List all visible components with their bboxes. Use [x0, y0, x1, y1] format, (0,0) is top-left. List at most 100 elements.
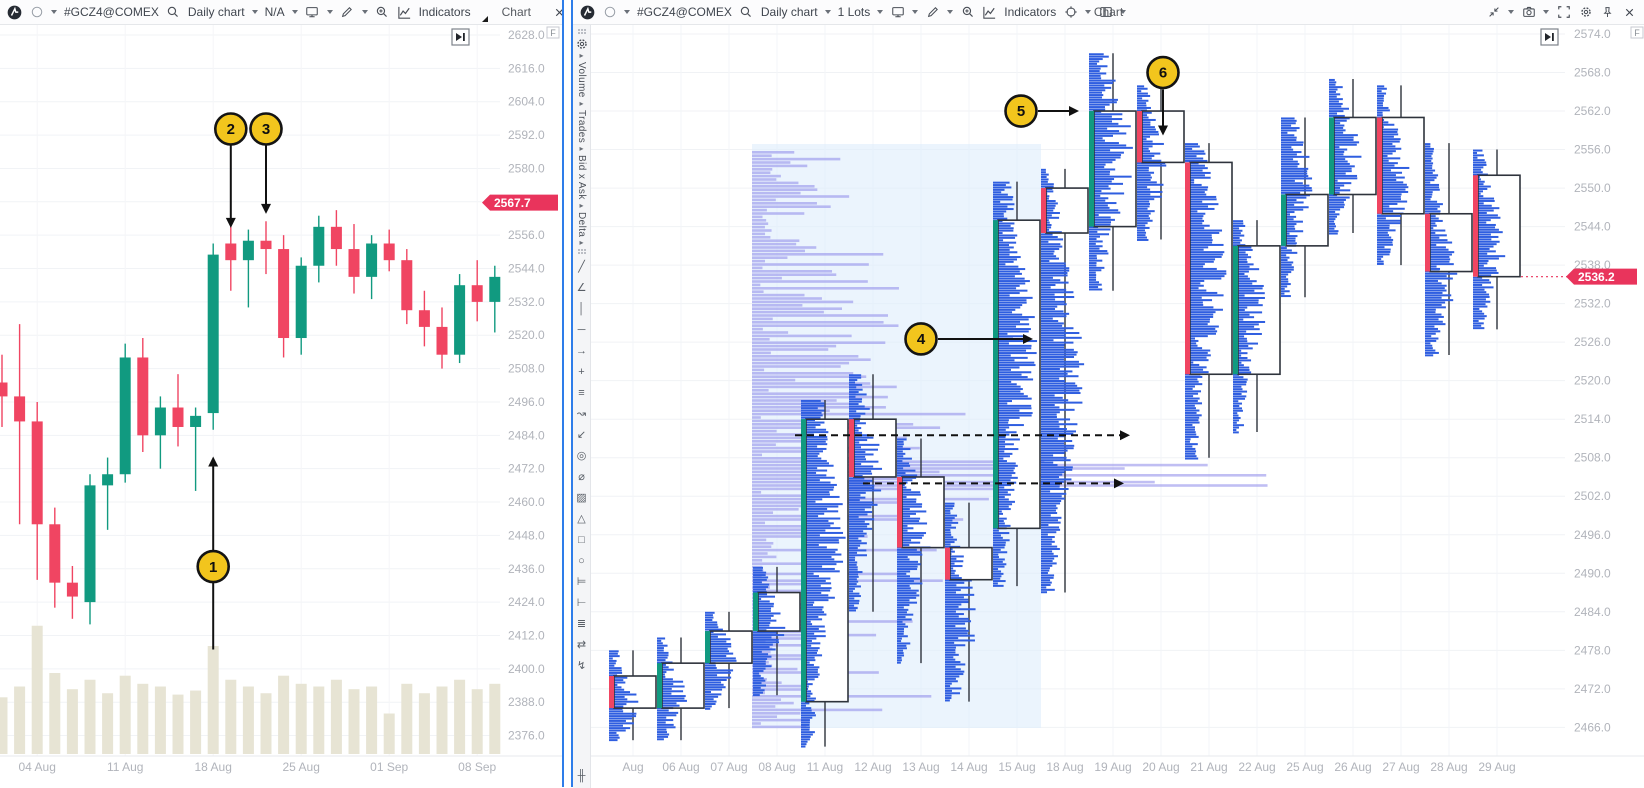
chart-line-icon[interactable]: [396, 4, 413, 21]
time-marker-tool[interactable]: ╫: [577, 769, 586, 782]
profile-tab-delta[interactable]: Delta: [576, 211, 587, 238]
arrow-corner-tool[interactable]: ↙: [576, 429, 587, 442]
caret-down-icon[interactable]: [624, 10, 630, 14]
annotation-3[interactable]: 3: [249, 112, 283, 214]
annotation-6[interactable]: 6: [1146, 55, 1180, 136]
brush-tool[interactable]: ⌀: [578, 471, 585, 484]
caret-down-icon[interactable]: [51, 10, 57, 14]
dashed-arrow-1[interactable]: [795, 430, 1130, 441]
gear-icon[interactable]: [574, 36, 590, 52]
caret-down-icon[interactable]: [877, 10, 884, 14]
atas-logo[interactable]: [579, 4, 596, 21]
zoom-in-icon[interactable]: [374, 4, 391, 21]
timeframe-label[interactable]: Daily chart: [760, 5, 818, 19]
caret-down-icon[interactable]: [947, 10, 954, 14]
ruler-left-tool[interactable]: ⊨: [576, 576, 587, 589]
search-icon[interactable]: [165, 4, 182, 21]
symbol-label[interactable]: #GCZ4@COMEX: [637, 5, 732, 19]
caret-right-icon[interactable]: ▸: [579, 200, 584, 210]
caret-down-icon[interactable]: [1543, 10, 1549, 14]
ruler-right-tool[interactable]: ⊢: [576, 597, 587, 610]
horizontal-line-tool[interactable]: ─: [577, 323, 586, 336]
arrow-tool[interactable]: →: [576, 344, 587, 357]
indicators-label[interactable]: Indicators: [1004, 5, 1057, 19]
search-icon[interactable]: [738, 4, 755, 21]
zoom-in-icon[interactable]: [959, 4, 976, 21]
toolbar-drag-handle[interactable]: [577, 29, 586, 34]
instrument-color-circle[interactable]: [601, 4, 618, 21]
annotation-4[interactable]: 4: [904, 322, 1034, 356]
caret-down-icon[interactable]: [1120, 10, 1127, 14]
gear-icon[interactable]: [1577, 4, 1594, 21]
rectangle-tool[interactable]: □: [578, 533, 585, 546]
line-tool[interactable]: ╱: [578, 261, 585, 274]
parallel-lines-tool[interactable]: ≡: [578, 386, 585, 399]
angle-tool[interactable]: ∠: [576, 282, 587, 295]
timeframe-label[interactable]: Daily chart: [187, 5, 245, 19]
profile-tab-trades[interactable]: Trades: [576, 109, 587, 143]
caret-down-icon[interactable]: [291, 10, 298, 14]
annotation-badge-3[interactable]: 3: [249, 112, 283, 146]
profile-tab-bid-x-ask[interactable]: Bid x Ask: [576, 154, 587, 200]
symbol-label[interactable]: #GCZ4@COMEX: [64, 5, 159, 19]
ellipse-tool[interactable]: ○: [578, 554, 585, 567]
pencil-icon[interactable]: [924, 4, 941, 21]
caret-down-icon[interactable]: [251, 10, 258, 14]
expand-icon[interactable]: [1555, 4, 1572, 21]
annotation-badge-5[interactable]: 5: [1004, 94, 1038, 128]
caret-down-icon[interactable]: [1508, 10, 1514, 14]
caret-right-icon[interactable]: ▸: [579, 51, 584, 60]
annotation-2[interactable]: 2: [214, 112, 248, 228]
cross-tool[interactable]: +: [578, 365, 585, 378]
goto-latest-button[interactable]: [1540, 28, 1559, 46]
annotation-badge-4[interactable]: 4: [904, 322, 938, 356]
caret-down-icon[interactable]: [326, 10, 333, 14]
panel-splitter[interactable]: [562, 0, 573, 787]
lots-label[interactable]: 1 Lots: [837, 5, 871, 19]
close-icon[interactable]: [1621, 4, 1638, 21]
vertical-line-tool[interactable]: │: [578, 302, 585, 315]
time-axis[interactable]: 04 Aug 11 Aug 18 Aug 25 Aug 01 Sep 08 Sep: [19, 760, 497, 774]
magnet-tool[interactable]: ◎: [576, 450, 587, 463]
monitor-icon[interactable]: [304, 4, 321, 21]
annotation-5[interactable]: 5: [1004, 94, 1080, 128]
annotation-badge-1[interactable]: 1: [196, 549, 230, 584]
candlestick-chart[interactable]: 2376.0 2388.0 2400.0 2412.0 2424.0 2436.0 2448…: [0, 25, 562, 788]
target-icon[interactable]: [1062, 4, 1079, 21]
caret-down-icon[interactable]: [824, 10, 831, 14]
goto-latest-button[interactable]: [451, 28, 470, 46]
profile-tab-volume[interactable]: Volume: [576, 62, 587, 98]
caret-right-icon[interactable]: ▸: [579, 238, 584, 248]
close-icon[interactable]: [551, 4, 568, 21]
caret-down-icon[interactable]: [912, 10, 919, 14]
histogram-tool[interactable]: ≣: [576, 618, 587, 631]
price-axis[interactable]: 2466.0 2472.0 2478.0 2484.0 2490.0 2496.0 2502…: [1574, 27, 1611, 734]
annotation-1[interactable]: 1: [196, 456, 230, 650]
price-axis[interactable]: 2376.0 2388.0 2400.0 2412.0 2424.0 2436.0 2448…: [508, 28, 545, 743]
caret-down-icon[interactable]: [361, 10, 368, 14]
annotation-badge-6[interactable]: 6: [1146, 55, 1180, 90]
camera-icon[interactable]: [1520, 4, 1537, 21]
triangle-tool[interactable]: △: [577, 513, 586, 526]
account-label[interactable]: N/A: [264, 5, 285, 19]
instrument-color-circle[interactable]: [28, 4, 45, 21]
pencil-icon[interactable]: [339, 4, 356, 21]
hatch-tool[interactable]: ▨: [576, 492, 587, 505]
annotation-badge-2[interactable]: 2: [214, 112, 248, 146]
indicators-label[interactable]: Indicators: [418, 5, 471, 19]
price-scale-mode-button[interactable]: F: [546, 26, 560, 39]
layout-icon[interactable]: [1097, 4, 1114, 21]
price-scale-mode-button[interactable]: F: [1630, 26, 1644, 39]
atas-logo[interactable]: [6, 4, 23, 21]
caret-right-icon[interactable]: ▸: [579, 143, 584, 153]
time-axis[interactable]: Aug 06 Aug 07 Aug 08 Aug 11 Aug 12 Aug 13 Aug 1…: [622, 760, 1515, 774]
resize-icon[interactable]: [1485, 4, 1502, 21]
dashed-arrow-2[interactable]: [863, 478, 1124, 489]
toolbar-drag-handle[interactable]: [577, 249, 586, 255]
chart-line-icon[interactable]: [981, 4, 998, 21]
cluster-chart[interactable]: 2466.0 2472.0 2478.0 2484.0 2490.0 2496.0 2502…: [591, 25, 1644, 788]
caret-down-icon[interactable]: [1085, 10, 1092, 14]
volume-profile-tool[interactable]: ⇄: [576, 639, 587, 652]
pin-icon[interactable]: [1599, 4, 1616, 21]
steps-tool[interactable]: ↯: [576, 660, 587, 673]
